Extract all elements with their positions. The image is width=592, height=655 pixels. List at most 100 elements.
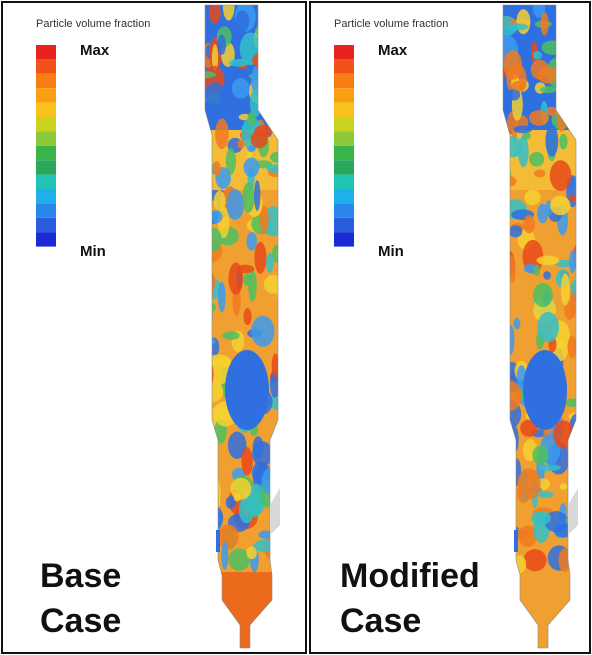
contour-blob (218, 282, 226, 312)
contour-blob (570, 280, 579, 294)
contour-blob (247, 145, 256, 152)
contour-blob (246, 232, 257, 250)
contour-blob (569, 195, 576, 202)
contour-blob (498, 455, 517, 464)
contour-blob (553, 420, 574, 448)
contour-blob (209, 3, 221, 23)
contour-blob (215, 480, 221, 510)
colorbar-swatch (36, 88, 56, 102)
legend-max: Max (80, 42, 110, 59)
contour-blob (247, 112, 255, 127)
reactor-contour (494, 0, 588, 655)
contour-blob (529, 110, 549, 126)
contour-blob (221, 542, 228, 570)
contour-blob (537, 66, 558, 83)
colorbar-swatch (334, 45, 354, 59)
contour-blob (569, 250, 576, 273)
contour-blob (550, 160, 572, 191)
contour-blob (538, 491, 554, 498)
contour-blob (523, 215, 535, 233)
contour-blob (198, 151, 212, 177)
contour-blob (501, 244, 508, 262)
contour-blob (562, 91, 575, 116)
contour-blob (196, 71, 216, 78)
contour-blob (230, 478, 251, 500)
contour-blob (262, 95, 273, 121)
contour-blob (540, 86, 557, 93)
contour-blob (529, 152, 544, 167)
contour-blob (531, 511, 551, 525)
contour-blob (560, 483, 568, 490)
colorbar-swatch (36, 175, 56, 189)
colorbar-swatch (334, 88, 354, 102)
contour-blob (254, 540, 277, 552)
contour-blob (252, 52, 275, 69)
contour-blob (264, 275, 282, 294)
contour-blob (503, 173, 510, 206)
colorbar-swatch (36, 203, 56, 217)
contour-blob (202, 302, 216, 312)
legend-title: Particle volume fraction (36, 18, 150, 30)
contour-blob (202, 366, 208, 377)
contour-blob (543, 271, 551, 280)
contour-blob (550, 196, 570, 216)
contour-blob (207, 354, 230, 367)
case-label: Case (340, 602, 421, 640)
contour-blob (199, 337, 216, 347)
contour-blob (243, 308, 251, 325)
contour-blob (215, 118, 229, 149)
contour-blob (523, 350, 567, 430)
colorbar-swatch (334, 103, 354, 117)
contour-blob (270, 152, 284, 163)
contour-blob (541, 40, 565, 54)
contour-blob (274, 72, 281, 101)
colorbar-swatch (36, 146, 56, 160)
colorbar-swatch (36, 189, 56, 203)
colorbar-swatch (334, 117, 354, 131)
contour-blob (275, 436, 283, 455)
contour-blob (557, 100, 567, 131)
colorbar-swatch (334, 175, 354, 189)
contour-blob (232, 78, 250, 98)
contour-blob (537, 204, 548, 224)
contour-blob (565, 398, 580, 407)
contour-blob (574, 1, 581, 30)
contour-blob (225, 350, 269, 430)
contour-blob (251, 316, 274, 347)
contour-blob (568, 336, 577, 359)
contour-blob (238, 139, 245, 148)
legend-max: Max (378, 42, 408, 59)
contour-blob (538, 464, 561, 471)
contour-blob (537, 256, 560, 265)
contour-blob (229, 263, 243, 295)
contour-blob (509, 425, 518, 453)
contour-blob (565, 77, 573, 99)
contour-blob (558, 548, 571, 572)
contour-blob (217, 35, 226, 55)
inlet (216, 530, 220, 552)
contour-blob (205, 82, 226, 107)
side-port (270, 488, 280, 535)
colorbar-swatch (334, 203, 354, 217)
contour-blob (513, 318, 520, 330)
contour-blob (266, 164, 286, 173)
colorbar-swatch (334, 218, 354, 232)
colorbar-swatch (36, 131, 56, 145)
contour-blob (254, 242, 266, 274)
contour-blob (559, 134, 567, 150)
contour-cone (205, 572, 280, 652)
contour-blob (214, 191, 226, 211)
case-label: Case (40, 602, 121, 640)
contour-blob (533, 283, 553, 307)
contour-blob (494, 440, 514, 458)
contour-blob (537, 312, 559, 342)
colorbar-swatch (36, 45, 56, 59)
contour-blob (242, 183, 254, 213)
contour-blob (523, 549, 546, 571)
contour-blob (507, 326, 514, 355)
contour-blob (199, 535, 213, 556)
contour-blob (203, 558, 209, 570)
figure: Particle volume fractionMaxMinBaseCasePa… (0, 0, 592, 655)
contour-blob (255, 80, 267, 87)
contour-blob (499, 260, 508, 289)
